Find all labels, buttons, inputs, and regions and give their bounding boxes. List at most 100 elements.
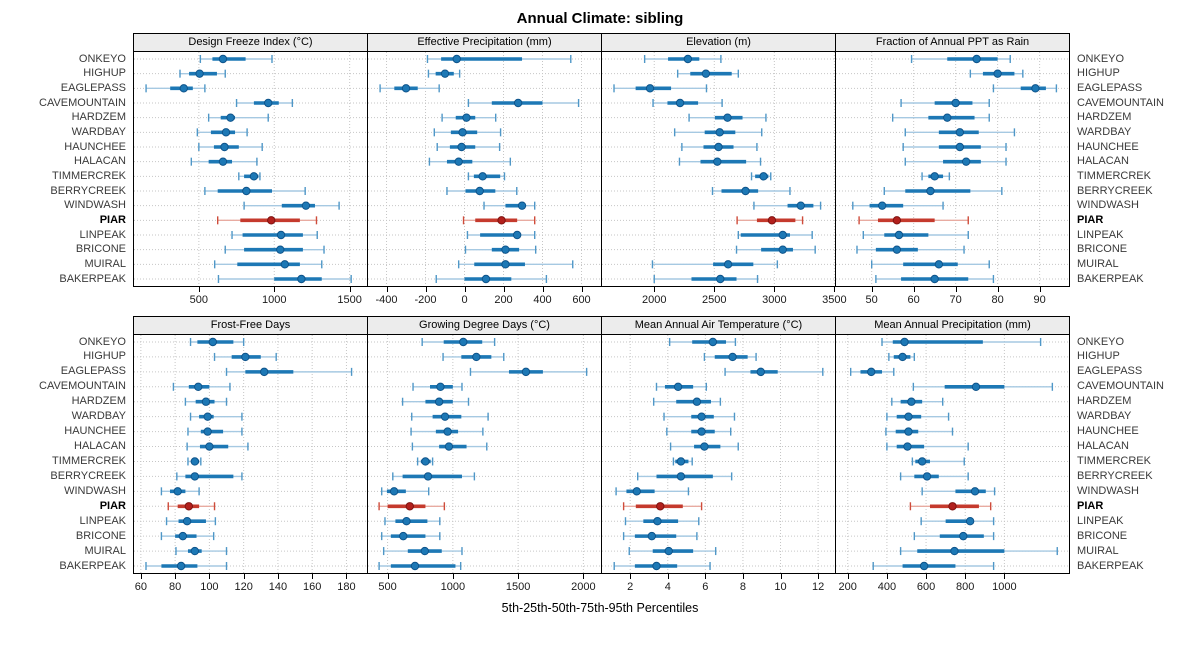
series-piar bbox=[909, 502, 992, 511]
median-dot bbox=[459, 337, 468, 347]
median-dot bbox=[930, 274, 939, 284]
median-dot bbox=[472, 352, 481, 362]
median-dot bbox=[959, 531, 968, 541]
median-dot bbox=[444, 442, 454, 451]
panel-plot bbox=[835, 52, 1070, 287]
panel-title: Mean Annual Air Temperature (°C) bbox=[601, 316, 836, 335]
series-piar bbox=[378, 502, 446, 511]
series-highup bbox=[179, 69, 226, 78]
tick-mark bbox=[583, 574, 585, 579]
series-cavemountain bbox=[235, 98, 294, 108]
series-eaglepass bbox=[992, 84, 1058, 93]
series-linpeak bbox=[384, 517, 441, 526]
tick-mark bbox=[1039, 287, 1041, 292]
tick-label: 6 bbox=[702, 581, 709, 593]
series-onkeyo bbox=[421, 337, 496, 347]
median-dot bbox=[401, 84, 411, 93]
tick-label: 100 bbox=[200, 581, 219, 593]
series-piar bbox=[167, 502, 216, 511]
gridlines bbox=[602, 335, 835, 573]
series-muiral bbox=[899, 546, 1058, 556]
panel-canvas bbox=[602, 335, 835, 573]
panel-canvas bbox=[368, 335, 601, 573]
site-labels-left: ONKEYO HIGHUP EAGLEPASS CAVEMOUNTAIN HARDZEM… bbox=[0, 33, 133, 287]
site-label: WINDWASH bbox=[64, 199, 126, 212]
series-bricone bbox=[381, 531, 441, 541]
series-cavemountain bbox=[172, 382, 231, 391]
tick-label: 400 bbox=[877, 581, 897, 593]
median-dot bbox=[892, 245, 902, 254]
panel-plot bbox=[835, 335, 1070, 574]
series-halacan bbox=[428, 157, 512, 166]
series-bakerpeak bbox=[217, 274, 352, 284]
median-dot bbox=[420, 546, 429, 556]
tick-mark bbox=[274, 287, 276, 292]
median-dot bbox=[421, 457, 430, 466]
series-bakerpeak bbox=[872, 561, 995, 571]
median-dot bbox=[900, 337, 909, 347]
site-label: BERRYCREEK bbox=[50, 469, 126, 482]
series-linpeak bbox=[231, 230, 318, 240]
series-halacan bbox=[678, 157, 762, 166]
tick-mark bbox=[926, 574, 928, 579]
median-dot bbox=[501, 260, 510, 269]
tick-label: 400 bbox=[533, 294, 552, 306]
series-bakerpeak bbox=[653, 274, 759, 284]
series-bakerpeak bbox=[378, 561, 462, 571]
site-label: ONKEYO bbox=[1077, 52, 1125, 65]
gridlines bbox=[134, 335, 367, 573]
site-label: HARDZEM bbox=[1077, 111, 1132, 124]
median-dot bbox=[201, 397, 211, 406]
median-dot bbox=[676, 457, 686, 466]
median-dot bbox=[190, 472, 200, 481]
median-dot bbox=[190, 546, 200, 556]
site-label: HALACAN bbox=[1077, 155, 1129, 168]
panel-title: Mean Annual Precipitation (mm) bbox=[835, 316, 1070, 335]
series-bricone bbox=[464, 245, 537, 254]
series-onkeyo bbox=[643, 54, 722, 64]
series-cavemountain bbox=[412, 382, 463, 391]
tick-mark bbox=[705, 574, 707, 579]
median-dot bbox=[970, 487, 980, 496]
series-muiral bbox=[175, 546, 228, 556]
tick-mark bbox=[542, 287, 544, 292]
site-label: HARDZEM bbox=[71, 111, 126, 124]
series-cavemountain bbox=[900, 98, 990, 108]
panel-8: Mean Annual Precipitation (mm) bbox=[835, 316, 1070, 574]
series-bricone bbox=[622, 531, 698, 541]
site-label: ONKEYO bbox=[78, 335, 126, 348]
site-label: MUIRAL bbox=[1077, 544, 1119, 557]
series-highup bbox=[888, 352, 916, 362]
series-onkeyo bbox=[881, 337, 1042, 347]
median-dot bbox=[697, 427, 706, 436]
panel-title: Design Freeze Index (°C) bbox=[133, 33, 368, 52]
series-bricone bbox=[224, 245, 325, 254]
median-dot bbox=[971, 382, 981, 391]
panel-plot bbox=[133, 335, 368, 574]
axis-spacer-left bbox=[0, 574, 133, 599]
tick-mark bbox=[198, 287, 200, 292]
median-dot bbox=[182, 517, 192, 526]
tick-label: 3500 bbox=[822, 294, 847, 306]
median-dot bbox=[948, 502, 957, 511]
site-label: HAUNCHEE bbox=[64, 140, 126, 153]
median-dot bbox=[904, 412, 913, 421]
median-dot bbox=[676, 472, 686, 481]
tick-label: 180 bbox=[337, 581, 356, 593]
median-dot bbox=[877, 201, 887, 210]
median-dot bbox=[410, 561, 420, 571]
median-dot bbox=[457, 142, 466, 152]
median-dot bbox=[221, 128, 231, 137]
median-dot bbox=[301, 201, 311, 210]
tick-label: 2500 bbox=[702, 294, 727, 306]
median-dot bbox=[961, 157, 971, 166]
site-label: HARDZEM bbox=[71, 395, 126, 408]
median-dot bbox=[716, 274, 725, 284]
median-dot bbox=[399, 531, 408, 541]
site-label: BERRYCREEK bbox=[50, 184, 126, 197]
median-dot bbox=[708, 337, 718, 347]
tick-label: 120 bbox=[234, 581, 253, 593]
series-berrycreek bbox=[176, 472, 243, 481]
median-dot bbox=[656, 502, 665, 511]
site-label: MUIRAL bbox=[84, 544, 126, 557]
